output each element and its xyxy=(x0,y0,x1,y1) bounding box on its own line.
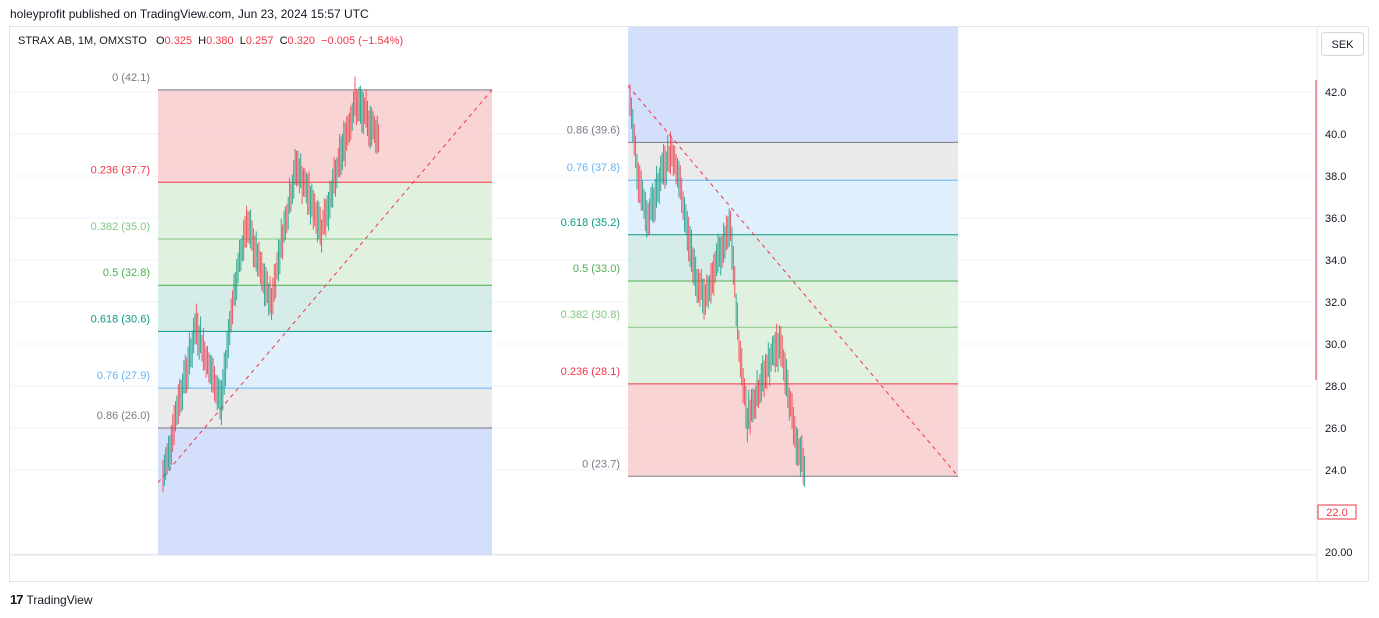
price-tick-label: 30.0 xyxy=(1325,339,1346,351)
fib-level-label: 0.76 (27.9) xyxy=(97,370,150,382)
fib-level-label: 0.618 (30.6) xyxy=(91,313,150,325)
published-caption: holeyprofit published on TradingView.com… xyxy=(10,7,369,21)
price-tick-label: 26.0 xyxy=(1325,423,1346,435)
price-tick-label: 42.0 xyxy=(1325,87,1346,99)
price-tick-label: 28.0 xyxy=(1325,381,1346,393)
fib-zone xyxy=(158,239,492,286)
fib-level-label: 0.5 (32.8) xyxy=(103,267,150,279)
fib-level-label: 0.86 (26.0) xyxy=(97,410,150,422)
close-label: C xyxy=(279,35,288,47)
price-tick-label: 40.0 xyxy=(1325,129,1346,141)
open-label: O xyxy=(155,35,165,47)
price-tick-label: 34.0 xyxy=(1325,255,1346,267)
fib-zone xyxy=(628,327,958,384)
fib-zone-extension xyxy=(158,428,492,555)
fib-level-label: 0.76 (37.8) xyxy=(567,162,620,174)
fib-zone xyxy=(158,182,492,239)
low-label: L xyxy=(239,35,246,47)
fib-level-label: 0 (42.1) xyxy=(112,72,150,84)
fib-level-label: 0 (23.7) xyxy=(582,458,620,470)
price-tick-label: 36.0 xyxy=(1325,213,1346,225)
current-price-label: 22.0 xyxy=(1326,507,1347,519)
fib-zone xyxy=(628,180,958,235)
change-value: −0.005 (−1.54%) xyxy=(321,35,404,47)
fib-level-label: 0.236 (37.7) xyxy=(91,164,150,176)
high-label: H xyxy=(198,35,207,47)
fib-zone xyxy=(628,234,958,281)
footer-brand: 17 TradingView xyxy=(10,592,93,607)
symbol-name: STRAX AB, 1M, OMXSTO xyxy=(18,35,147,47)
fib-trend-line xyxy=(627,85,959,477)
fib-zone xyxy=(628,142,958,181)
price-tick-label: 24.0 xyxy=(1325,465,1346,477)
fib-level-label: 0.5 (33.0) xyxy=(573,263,620,275)
symbol-legend: STRAX AB, 1M, OMXSTO O0.325 H0.380 L0.25… xyxy=(18,35,403,47)
fib-trend-line xyxy=(157,89,493,483)
fib-zone-extension xyxy=(628,27,958,143)
high-value: 0.380 xyxy=(206,35,234,47)
fib-zone xyxy=(158,89,492,183)
fib-level-label: 0.382 (30.8) xyxy=(561,309,620,321)
price-tick-label: 38.0 xyxy=(1325,171,1346,183)
chart-frame[interactable] xyxy=(9,26,1369,582)
footer-brand-name: TradingView xyxy=(26,592,93,607)
price-tick-label: 32.0 xyxy=(1325,297,1346,309)
fib-level-label: 0.618 (35.2) xyxy=(561,217,620,229)
low-value: 0.257 xyxy=(245,35,274,47)
currency-button[interactable]: SEK xyxy=(1321,32,1364,56)
fib-zone xyxy=(158,388,492,428)
fib-level-label: 0.86 (39.6) xyxy=(567,124,620,136)
current-price-badge xyxy=(1317,504,1357,520)
fib-zone xyxy=(158,285,492,332)
close-value: 0.320 xyxy=(287,35,316,47)
fib-zone xyxy=(158,331,492,389)
fib-level-label: 0.382 (35.0) xyxy=(91,221,150,233)
fib-level-label: 0.236 (28.1) xyxy=(561,366,620,378)
price-tick-label: 20.00 xyxy=(1325,547,1353,559)
tradingview-logo-icon: 17 xyxy=(10,592,24,607)
open-value: 0.325 xyxy=(164,35,193,47)
fib-zone xyxy=(628,281,958,328)
